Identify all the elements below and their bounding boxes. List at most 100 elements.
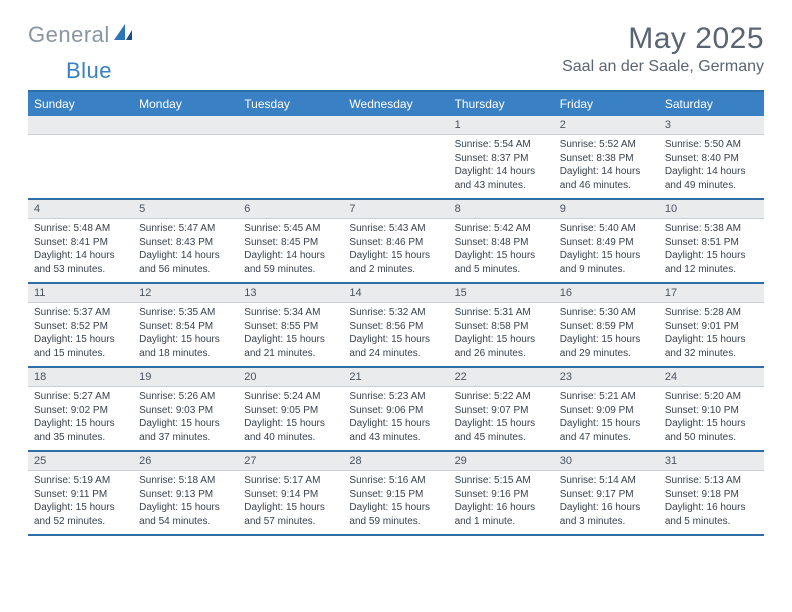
day-cell: Sunrise: 5:43 AMSunset: 8:46 PMDaylight:… (343, 219, 448, 282)
daylight-line: Daylight: 15 hours and 40 minutes. (244, 417, 337, 444)
sunrise-line: Sunrise: 5:24 AM (244, 390, 337, 404)
day-cell: Sunrise: 5:52 AMSunset: 8:38 PMDaylight:… (554, 135, 659, 198)
day-number (238, 116, 343, 134)
day-cell (343, 135, 448, 198)
sunrise-line: Sunrise: 5:26 AM (139, 390, 232, 404)
sunrise-line: Sunrise: 5:16 AM (349, 474, 442, 488)
day-number (28, 116, 133, 134)
daylight-line: Daylight: 14 hours and 46 minutes. (560, 165, 653, 192)
day-cell: Sunrise: 5:17 AMSunset: 9:14 PMDaylight:… (238, 471, 343, 534)
day-cell: Sunrise: 5:24 AMSunset: 9:05 PMDaylight:… (238, 387, 343, 450)
day-cell: Sunrise: 5:42 AMSunset: 8:48 PMDaylight:… (449, 219, 554, 282)
daylight-line: Daylight: 15 hours and 43 minutes. (349, 417, 442, 444)
daylight-line: Daylight: 15 hours and 9 minutes. (560, 249, 653, 276)
day-cell: Sunrise: 5:54 AMSunset: 8:37 PMDaylight:… (449, 135, 554, 198)
daylight-line: Daylight: 15 hours and 21 minutes. (244, 333, 337, 360)
sunrise-line: Sunrise: 5:22 AM (455, 390, 548, 404)
day-number: 7 (343, 200, 448, 218)
day-number (343, 116, 448, 134)
sunset-line: Sunset: 9:09 PM (560, 404, 653, 418)
daylight-line: Daylight: 15 hours and 5 minutes. (455, 249, 548, 276)
daynum-band: 11121314151617 (28, 284, 764, 303)
day-number: 15 (449, 284, 554, 302)
daylight-line: Daylight: 14 hours and 53 minutes. (34, 249, 127, 276)
sunrise-line: Sunrise: 5:27 AM (34, 390, 127, 404)
day-cell: Sunrise: 5:35 AMSunset: 8:54 PMDaylight:… (133, 303, 238, 366)
day-cell: Sunrise: 5:15 AMSunset: 9:16 PMDaylight:… (449, 471, 554, 534)
day-number: 16 (554, 284, 659, 302)
sunrise-line: Sunrise: 5:28 AM (665, 306, 758, 320)
sunrise-line: Sunrise: 5:15 AM (455, 474, 548, 488)
sunset-line: Sunset: 8:46 PM (349, 236, 442, 250)
sunrise-line: Sunrise: 5:17 AM (244, 474, 337, 488)
day-cell: Sunrise: 5:32 AMSunset: 8:56 PMDaylight:… (343, 303, 448, 366)
week-row: 25262728293031Sunrise: 5:19 AMSunset: 9:… (28, 452, 764, 536)
day-number: 26 (133, 452, 238, 470)
sunset-line: Sunset: 8:49 PM (560, 236, 653, 250)
day-cell: Sunrise: 5:34 AMSunset: 8:55 PMDaylight:… (238, 303, 343, 366)
daylight-line: Daylight: 16 hours and 5 minutes. (665, 501, 758, 528)
day-cell: Sunrise: 5:38 AMSunset: 8:51 PMDaylight:… (659, 219, 764, 282)
sunset-line: Sunset: 9:06 PM (349, 404, 442, 418)
content-band: Sunrise: 5:54 AMSunset: 8:37 PM Daylight:… (28, 135, 764, 198)
day-cell (28, 135, 133, 198)
day-number: 13 (238, 284, 343, 302)
daylight-line: Daylight: 15 hours and 18 minutes. (139, 333, 232, 360)
day-cell: Sunrise: 5:28 AMSunset: 9:01 PMDaylight:… (659, 303, 764, 366)
week-row: 123Sunrise: 5:54 AMSunset: 8:37 PMDaylig… (28, 116, 764, 200)
day-number: 5 (133, 200, 238, 218)
daylight-line: Daylight: 15 hours and 35 minutes. (34, 417, 127, 444)
sunset-line: Sunset: 8:56 PM (349, 320, 442, 334)
day-number: 31 (659, 452, 764, 470)
sunrise-line: Sunrise: 5:54 AM (455, 138, 548, 152)
sunrise-line: Sunrise: 5:35 AM (139, 306, 232, 320)
day-number: 14 (343, 284, 448, 302)
sunrise-line: Sunrise: 5:52 AM (560, 138, 653, 152)
day-cell: Sunrise: 5:45 AMSunset: 8:45 PMDaylight:… (238, 219, 343, 282)
calendar-page: General May 2025 Saal an der Saale, Germ… (0, 0, 792, 554)
sunset-line: Sunset: 9:16 PM (455, 488, 548, 502)
location-label: Saal an der Saale, Germany (562, 58, 764, 76)
weekday-header: Sunday (28, 92, 133, 116)
daylight-line: Daylight: 14 hours and 56 minutes. (139, 249, 232, 276)
daylight-line: Daylight: 15 hours and 32 minutes. (665, 333, 758, 360)
content-band: Sunrise: 5:19 AMSunset: 9:11 PMDaylight:… (28, 471, 764, 534)
daylight-line: Daylight: 15 hours and 15 minutes. (34, 333, 127, 360)
day-number: 19 (133, 368, 238, 386)
day-cell (238, 135, 343, 198)
day-number: 11 (28, 284, 133, 302)
day-number: 9 (554, 200, 659, 218)
day-number: 24 (659, 368, 764, 386)
daylight-line: Daylight: 15 hours and 2 minutes. (349, 249, 442, 276)
daylight-line: Daylight: 15 hours and 54 minutes. (139, 501, 232, 528)
sunset-line: Sunset: 8:45 PM (244, 236, 337, 250)
sunset-line: Sunset: 9:13 PM (139, 488, 232, 502)
daylight-line: Daylight: 15 hours and 52 minutes. (34, 501, 127, 528)
daylight-line: Daylight: 14 hours and 59 minutes. (244, 249, 337, 276)
day-cell: Sunrise: 5:27 AMSunset: 9:02 PMDaylight:… (28, 387, 133, 450)
daylight-line: Daylight: 15 hours and 57 minutes. (244, 501, 337, 528)
sunset-line: Sunset: 8:38 PM (560, 152, 653, 166)
week-row: 11121314151617Sunrise: 5:37 AMSunset: 8:… (28, 284, 764, 368)
sunrise-line: Sunrise: 5:38 AM (665, 222, 758, 236)
content-band: Sunrise: 5:37 AMSunset: 8:52 PMDaylight:… (28, 303, 764, 366)
sunrise-line: Sunrise: 5:21 AM (560, 390, 653, 404)
sunrise-line: Sunrise: 5:48 AM (34, 222, 127, 236)
sunset-line: Sunset: 9:17 PM (560, 488, 653, 502)
sunset-line: Sunset: 8:51 PM (665, 236, 758, 250)
day-number: 17 (659, 284, 764, 302)
logo: General (28, 22, 134, 48)
daylight-line: Daylight: 15 hours and 59 minutes. (349, 501, 442, 528)
sunrise-line: Sunrise: 5:31 AM (455, 306, 548, 320)
sunrise-line: Sunrise: 5:37 AM (34, 306, 127, 320)
calendar-grid: SundayMondayTuesdayWednesdayThursdayFrid… (28, 90, 764, 536)
sunset-line: Sunset: 8:37 PM (455, 152, 548, 166)
day-cell: Sunrise: 5:18 AMSunset: 9:13 PMDaylight:… (133, 471, 238, 534)
day-number: 25 (28, 452, 133, 470)
day-number: 29 (449, 452, 554, 470)
sunset-line: Sunset: 8:40 PM (665, 152, 758, 166)
sunset-line: Sunset: 8:54 PM (139, 320, 232, 334)
daylight-line: Daylight: 14 hours and 49 minutes. (665, 165, 758, 192)
daynum-band: 45678910 (28, 200, 764, 219)
logo-word-2: Blue (66, 58, 112, 84)
